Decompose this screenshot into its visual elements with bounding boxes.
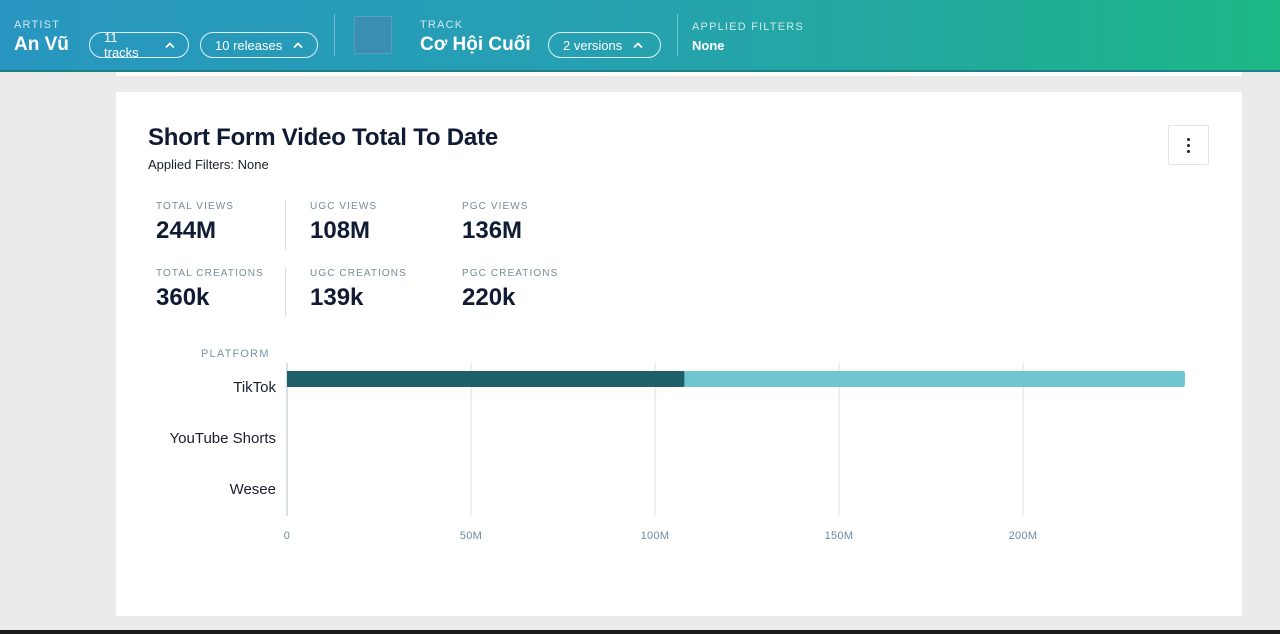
card-title: Short Form Video Total To Date bbox=[148, 124, 499, 151]
artist-label: ARTIST bbox=[14, 19, 61, 31]
category-label-youtube-shorts: YouTube Shorts bbox=[169, 430, 276, 447]
stat-total-views-value: 244M bbox=[156, 217, 217, 244]
versions-dropdown[interactable]: 2 versions bbox=[548, 32, 661, 58]
header-bottom-border bbox=[0, 70, 1280, 72]
card-more-options-button[interactable] bbox=[1168, 125, 1209, 165]
stat-total-creations-label: TOTAL CREATIONS bbox=[156, 268, 264, 279]
versions-dropdown-label: 2 versions bbox=[563, 37, 623, 53]
short-form-video-card: Short Form Video Total To Date Applied F… bbox=[116, 92, 1242, 616]
x-tick-label: 150M bbox=[824, 530, 854, 542]
releases-dropdown[interactable]: 10 releases bbox=[200, 32, 318, 58]
header-divider bbox=[677, 14, 678, 56]
x-tick-label: 0 bbox=[283, 530, 291, 542]
track-name[interactable]: Cơ Hội Cuối bbox=[420, 34, 531, 55]
applied-filters-value[interactable]: None bbox=[692, 38, 725, 53]
chevron-up-icon bbox=[165, 42, 175, 49]
stat-divider bbox=[285, 200, 286, 250]
stat-pgc-creations-label: PGC CREATIONS bbox=[462, 268, 559, 279]
stat-pgc-views-value: 136M bbox=[462, 217, 523, 244]
track-label: TRACK bbox=[420, 19, 464, 31]
releases-dropdown-label: 10 releases bbox=[215, 37, 283, 53]
bar-tiktok-series-1[interactable] bbox=[684, 371, 1185, 387]
card-applied-filters: Applied Filters: None bbox=[148, 157, 269, 172]
previous-card-edge bbox=[116, 72, 1242, 76]
stat-total-creations-value: 360k bbox=[156, 284, 210, 311]
platform-views-bar-chart bbox=[286, 363, 1185, 516]
more-vertical-icon bbox=[1187, 137, 1190, 153]
x-tick-label: 50M bbox=[459, 530, 483, 542]
stat-divider bbox=[285, 267, 286, 317]
x-tick-label: 100M bbox=[640, 530, 670, 542]
tracks-dropdown[interactable]: 11 tracks bbox=[89, 30, 189, 60]
window-bottom-edge bbox=[0, 630, 1280, 634]
category-label-tiktok: TikTok bbox=[233, 379, 276, 396]
x-tick-label: 200M bbox=[1008, 530, 1038, 542]
stat-pgc-creations-value: 220k bbox=[462, 284, 516, 311]
stat-ugc-creations-label: UGC CREATIONS bbox=[310, 268, 407, 279]
header-divider bbox=[334, 14, 335, 56]
context-header: ARTIST An Vũ 11 tracks 10 releases TRACK… bbox=[0, 0, 1280, 70]
stat-ugc-views-value: 108M bbox=[310, 217, 371, 244]
category-label-wesee: Wesee bbox=[229, 481, 276, 498]
stat-ugc-creations-value: 139k bbox=[310, 284, 364, 311]
tracks-dropdown-label: 11 tracks bbox=[104, 30, 139, 60]
stat-ugc-views-label: UGC VIEWS bbox=[310, 201, 378, 212]
bar-tiktok-series-0[interactable] bbox=[287, 371, 685, 387]
artist-name[interactable]: An Vũ bbox=[14, 34, 69, 55]
stat-total-views-label: TOTAL VIEWS bbox=[156, 201, 235, 212]
stat-pgc-views-label: PGC VIEWS bbox=[462, 201, 529, 212]
chevron-up-icon bbox=[293, 42, 303, 49]
track-artwork-thumbnail bbox=[354, 16, 392, 54]
applied-filters-label: APPLIED FILTERS bbox=[692, 21, 804, 33]
chart-y-axis-title: PLATFORM bbox=[201, 348, 270, 360]
chevron-up-icon bbox=[633, 42, 643, 49]
